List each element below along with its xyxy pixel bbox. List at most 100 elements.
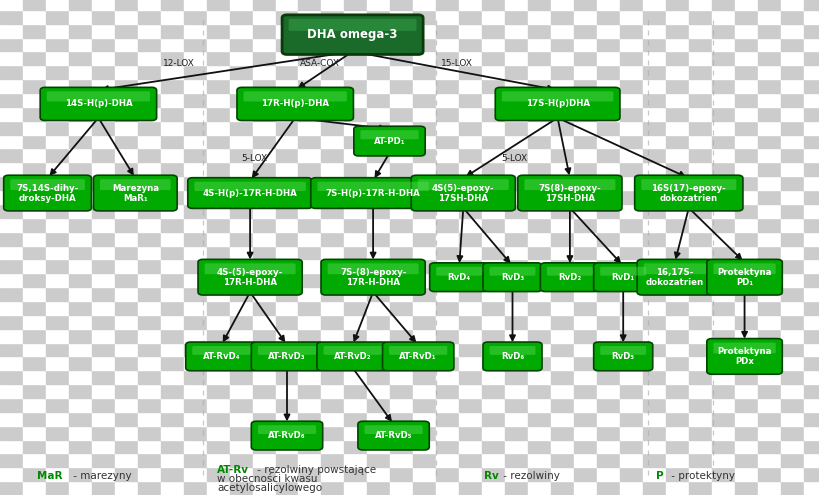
Bar [229,135,252,148]
Bar [161,135,183,148]
Bar [0,38,23,51]
Bar [573,162,596,176]
Bar [23,343,46,356]
Bar [596,384,619,398]
Bar [505,246,527,259]
Bar [390,273,413,287]
FancyBboxPatch shape [713,263,775,274]
Bar [275,259,298,273]
Bar [252,148,275,162]
Bar [436,467,459,481]
Bar [596,246,619,259]
Bar [46,176,69,190]
Bar [138,343,161,356]
Bar [459,38,482,51]
Bar [780,232,803,246]
Bar [596,204,619,218]
Bar [344,38,367,51]
Bar [206,0,229,10]
Bar [757,135,780,148]
Bar [711,426,734,440]
Bar [229,467,252,481]
Bar [482,38,505,51]
Bar [780,315,803,329]
Bar [252,440,275,453]
Bar [183,148,206,162]
Bar [436,24,459,38]
Bar [115,273,138,287]
Bar [482,162,505,176]
Bar [642,453,665,467]
Bar [596,398,619,412]
Bar [69,287,92,301]
Bar [573,384,596,398]
Text: - rezolwiny: - rezolwiny [500,471,559,481]
Bar [252,426,275,440]
Bar [344,246,367,259]
Bar [69,412,92,426]
Bar [734,162,757,176]
Bar [183,218,206,232]
Bar [367,176,390,190]
Bar [436,121,459,135]
Bar [550,398,573,412]
Bar [115,481,138,495]
Bar [344,107,367,121]
Bar [413,65,436,79]
Bar [527,384,550,398]
Bar [596,38,619,51]
Bar [138,315,161,329]
Bar [413,204,436,218]
Bar [665,107,688,121]
Bar [275,412,298,426]
Bar [436,356,459,370]
Bar [505,0,527,10]
Bar [69,467,92,481]
FancyBboxPatch shape [251,342,322,371]
Bar [596,24,619,38]
Bar [780,93,803,107]
Bar [780,135,803,148]
Bar [229,301,252,315]
Bar [413,370,436,384]
Bar [161,93,183,107]
Bar [138,218,161,232]
Bar [619,65,642,79]
Bar [459,329,482,343]
Bar [115,135,138,148]
Bar [734,246,757,259]
Bar [413,287,436,301]
Bar [321,370,344,384]
Bar [390,481,413,495]
Bar [0,481,23,495]
Bar [642,190,665,204]
Bar [757,398,780,412]
Bar [596,176,619,190]
Bar [688,370,711,384]
Bar [550,204,573,218]
Bar [688,93,711,107]
Bar [69,51,92,65]
FancyBboxPatch shape [93,175,177,211]
Bar [527,176,550,190]
Bar [344,190,367,204]
Bar [229,93,252,107]
Bar [665,204,688,218]
Bar [46,412,69,426]
Bar [459,135,482,148]
Bar [757,412,780,426]
Bar [69,232,92,246]
Bar [23,93,46,107]
Bar [161,24,183,38]
Bar [482,412,505,426]
Bar [298,38,321,51]
Bar [642,315,665,329]
Bar [344,453,367,467]
Bar [92,246,115,259]
Bar [550,0,573,10]
Bar [390,24,413,38]
Bar [573,315,596,329]
Bar [413,259,436,273]
Bar [161,232,183,246]
Bar [803,107,819,121]
